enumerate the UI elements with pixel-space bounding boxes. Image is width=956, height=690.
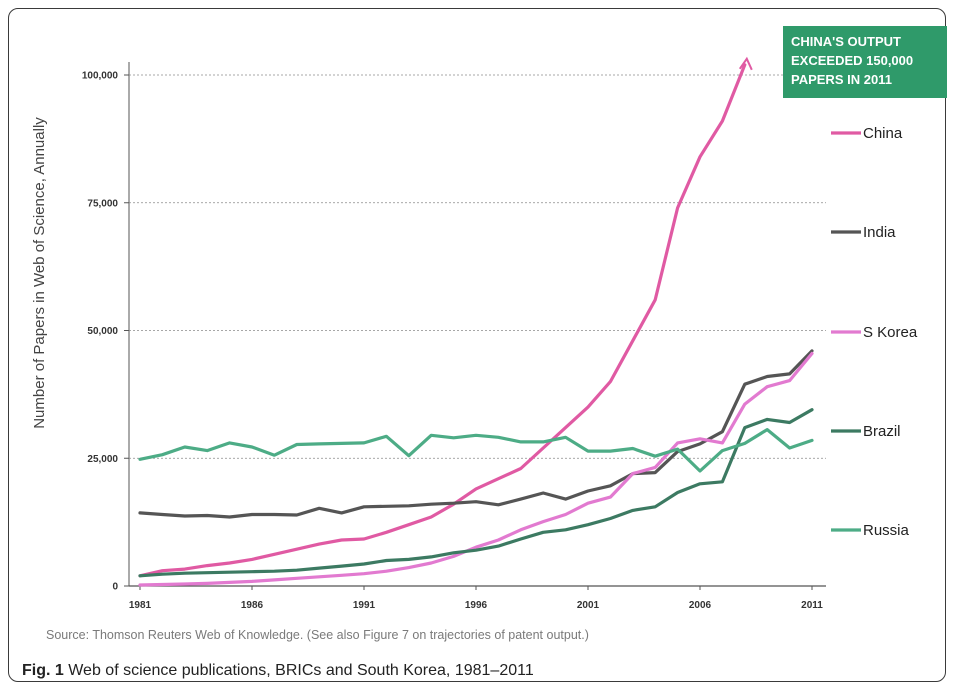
figure-caption: Fig. 1 Web of science publications, BRIC… bbox=[22, 662, 534, 680]
series-line-india bbox=[138, 349, 814, 519]
source-note: Source: Thomson Reuters Web of Knowledge… bbox=[46, 628, 589, 642]
legend-label-s-korea: S Korea bbox=[863, 324, 918, 341]
callout-line-2: EXCEEDED 150,000 bbox=[791, 53, 914, 68]
x-tick-label: 2001 bbox=[577, 600, 600, 611]
x-tick-label: 1991 bbox=[353, 600, 376, 611]
y-axis-label: Number of Papers in Web of Science, Annu… bbox=[31, 117, 48, 429]
y-tick-label: 0 bbox=[112, 582, 118, 593]
series-line-brazil bbox=[138, 408, 814, 578]
x-tick-label: 2006 bbox=[689, 600, 712, 611]
x-tick-label: 1986 bbox=[241, 600, 264, 611]
legend-label-brazil: Brazil bbox=[863, 423, 901, 440]
legend-label-india: India bbox=[863, 224, 896, 241]
x-tick-label: 1981 bbox=[129, 600, 152, 611]
series-line-china bbox=[138, 63, 747, 578]
china-callout: CHINA'S OUTPUT EXCEEDED 150,000 PAPERS I… bbox=[783, 26, 947, 98]
y-tick-label: 25,000 bbox=[87, 454, 118, 465]
x-tick-label: 2011 bbox=[801, 600, 823, 611]
legend-label-russia: Russia bbox=[863, 522, 910, 539]
legend-label-china: China bbox=[863, 125, 903, 142]
y-tick-label: 50,000 bbox=[87, 326, 118, 337]
caption-text: Web of science publications, BRICs and S… bbox=[68, 662, 534, 679]
series-line-s-korea bbox=[138, 351, 814, 587]
callout-line-3: PAPERS IN 2011 bbox=[791, 72, 892, 87]
y-tick-label: 100,000 bbox=[82, 71, 119, 82]
series-line-russia bbox=[138, 428, 814, 473]
callout-line-1: CHINA'S OUTPUT bbox=[791, 34, 901, 49]
x-tick-label: 1996 bbox=[465, 600, 488, 611]
china-arrowhead bbox=[738, 56, 753, 71]
y-tick-label: 75,000 bbox=[87, 198, 118, 209]
caption-label: Fig. 1 bbox=[22, 662, 64, 679]
